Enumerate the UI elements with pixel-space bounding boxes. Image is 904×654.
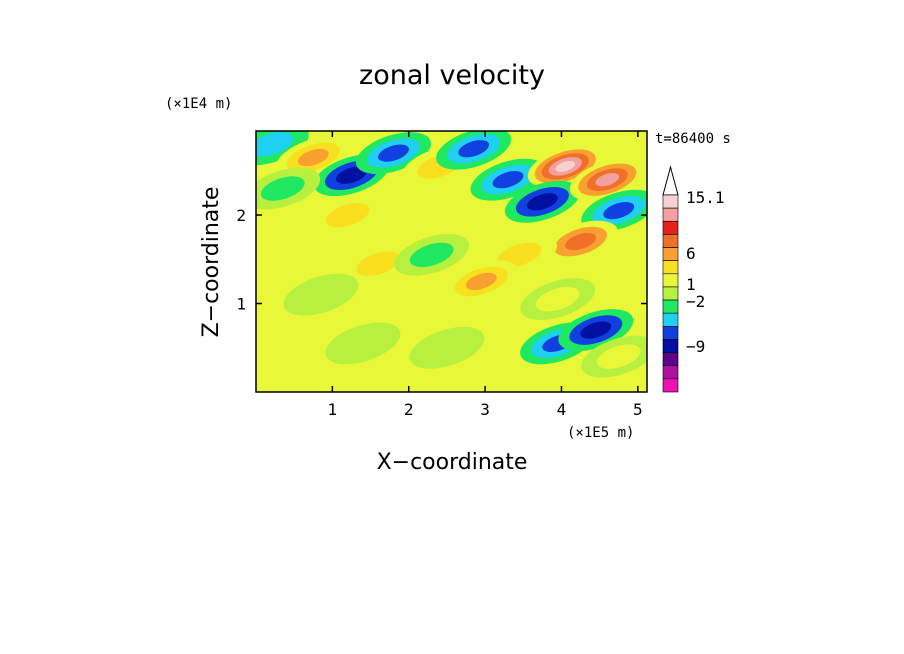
contour-blob-3-2 [378,144,409,162]
colorbar-swatch-3 [662,234,679,248]
contour-blob-26-1 [260,176,305,201]
contour-field [256,131,647,392]
colorbar-swatch-8 [662,299,679,314]
contour-blob-11-2 [565,232,597,251]
contour-blob-13-2 [465,272,497,291]
colorbar-swatch-4 [662,247,679,261]
y-scale-label: (×1E4 m) [165,96,232,112]
plot-frame [255,130,648,393]
x-axis-label: X−coordinate [377,450,528,475]
colorbar-swatch-5 [662,260,679,275]
contour-blob-2-2 [336,166,367,184]
contour-blob-24-2 [580,321,612,339]
x-tick-label-0: 1 [328,400,338,419]
colorbar-swatch-9 [662,312,679,327]
contour-blob-6-2 [492,171,524,189]
colorbar-label-0: 15.1 [686,188,725,207]
contour-blob-1-2 [297,148,329,167]
colorbar-swatch-10 [662,326,679,340]
contour-blob-7-4 [555,160,576,172]
colorbar-swatch-7 [662,286,679,301]
contour-blob-21-1 [425,335,469,360]
y-axis-label: Z−coordinate [199,187,224,338]
contour-blob-10-2 [603,202,635,220]
colorbar-arrow [662,165,679,196]
contour-blob-5-2 [458,140,490,158]
colorbar-swatch-12 [662,352,679,367]
y-axis: 12 [236,206,647,314]
contour-blob-0-1 [256,132,294,157]
chart-title: zonal velocity [359,60,545,91]
x-tick-label-4: 5 [633,400,643,419]
x-tick-label-2: 3 [480,400,490,419]
x-scale-label: (×1E5 m) [567,425,634,441]
y-tick-label-1: 2 [236,206,246,225]
colorbar-swatch-0 [662,194,679,209]
contour-blob-25-1 [596,344,641,369]
colorbar-label-4: −9 [686,337,705,356]
x-tick-label-1: 2 [404,400,414,419]
contour-blob-22-1 [299,282,343,307]
contour-blob-20-1 [341,331,385,356]
contour-blob-16-1 [325,202,370,228]
colorbar-swatch-1 [662,207,679,222]
colorbar-swatch-11 [662,339,679,353]
colorbar-swatch-6 [662,273,679,288]
contour-blob-14-1 [356,251,401,276]
contour-blob-15-1 [283,233,328,259]
colorbar-label-2: 1 [686,275,696,294]
colorbar-swatch-13 [662,365,679,380]
colorbar: 15.1 6 1−2 −9 [662,165,725,393]
x-tick-label-3: 4 [557,400,567,419]
time-label: t=86400 s [655,131,731,147]
colorbar-swatch-14 [662,378,679,393]
x-axis: 1 2 3 4 5 [328,131,643,419]
contour-blob-18-1 [535,286,580,312]
contour-blob-9-3 [595,172,620,187]
y-tick-label-0: 1 [236,295,246,314]
colorbar-swatch-2 [662,220,679,235]
colorbar-label-1: 6 [686,244,696,263]
colorbar-label-3: −2 [686,292,705,311]
contour-blob-17-1 [409,242,454,268]
contour-blob-8-2 [526,193,558,211]
contour-blob-12-1 [497,242,542,268]
